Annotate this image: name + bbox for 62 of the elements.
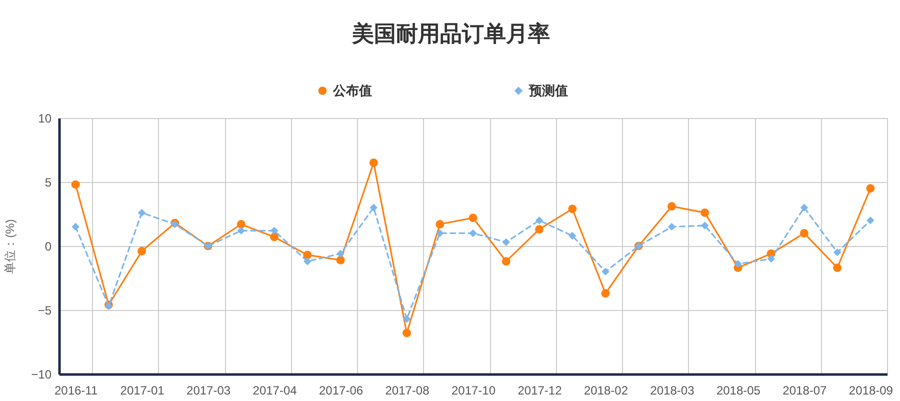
point bbox=[303, 250, 312, 260]
point bbox=[601, 289, 610, 298]
point bbox=[667, 202, 676, 211]
point bbox=[304, 257, 312, 266]
y-axis-title: 单位：(%) bbox=[3, 219, 18, 274]
chart-title: 美国耐用品订单月率 bbox=[351, 21, 550, 46]
point bbox=[767, 254, 775, 263]
point bbox=[502, 238, 510, 246]
x-tick-label: 2017-01 bbox=[120, 384, 165, 398]
x-tick-label: 2018-02 bbox=[584, 384, 628, 398]
point bbox=[866, 184, 875, 193]
point bbox=[602, 268, 610, 276]
y-tick-label: 10 bbox=[38, 112, 52, 126]
x-tick-label: 2018-05 bbox=[716, 384, 761, 398]
x-tick-label: 2017-06 bbox=[318, 384, 364, 398]
point bbox=[71, 180, 80, 189]
x-tick-label: 2018-09 bbox=[848, 384, 894, 398]
point bbox=[800, 204, 808, 212]
y-tick-label: −10 bbox=[31, 368, 52, 382]
legend-label: 预测值 bbox=[528, 82, 568, 98]
point bbox=[535, 216, 544, 224]
x-tick-label: 2017-03 bbox=[186, 384, 231, 398]
point bbox=[568, 204, 577, 214]
x-tick-label: 2017-08 bbox=[385, 384, 430, 398]
point bbox=[502, 257, 510, 266]
point bbox=[866, 216, 874, 224]
point bbox=[436, 220, 444, 228]
x-tick-label: 2017-04 bbox=[252, 384, 298, 398]
point bbox=[270, 232, 279, 242]
point bbox=[370, 204, 378, 212]
x-tick-label: 2016-11 bbox=[54, 384, 98, 398]
y-tick-label: 5 bbox=[44, 176, 52, 190]
y-tick-label: −5 bbox=[38, 304, 52, 318]
point bbox=[833, 264, 842, 272]
point bbox=[700, 222, 709, 230]
x-tick-label: 2018-03 bbox=[650, 384, 695, 398]
point bbox=[138, 208, 146, 217]
point bbox=[436, 229, 444, 238]
point bbox=[468, 214, 478, 222]
point bbox=[734, 260, 742, 268]
point bbox=[270, 226, 278, 235]
point bbox=[469, 229, 477, 238]
point bbox=[568, 232, 576, 240]
point bbox=[800, 228, 808, 238]
point bbox=[336, 250, 344, 258]
point bbox=[833, 248, 842, 256]
x-tick-label: 2017-12 bbox=[518, 384, 562, 398]
point bbox=[72, 222, 80, 231]
point bbox=[336, 256, 345, 264]
x-tick-label: 2017-10 bbox=[451, 384, 496, 398]
point bbox=[402, 315, 411, 323]
y-tick-label: 0 bbox=[44, 240, 52, 254]
point bbox=[534, 225, 544, 234]
point bbox=[402, 328, 412, 338]
point bbox=[668, 222, 676, 231]
point bbox=[369, 158, 378, 168]
point bbox=[236, 220, 246, 228]
x-tick-label: 2018-07 bbox=[782, 384, 828, 398]
point bbox=[138, 246, 146, 256]
legend-label: 公布值 bbox=[332, 82, 372, 98]
point bbox=[237, 226, 246, 235]
point bbox=[700, 208, 710, 217]
